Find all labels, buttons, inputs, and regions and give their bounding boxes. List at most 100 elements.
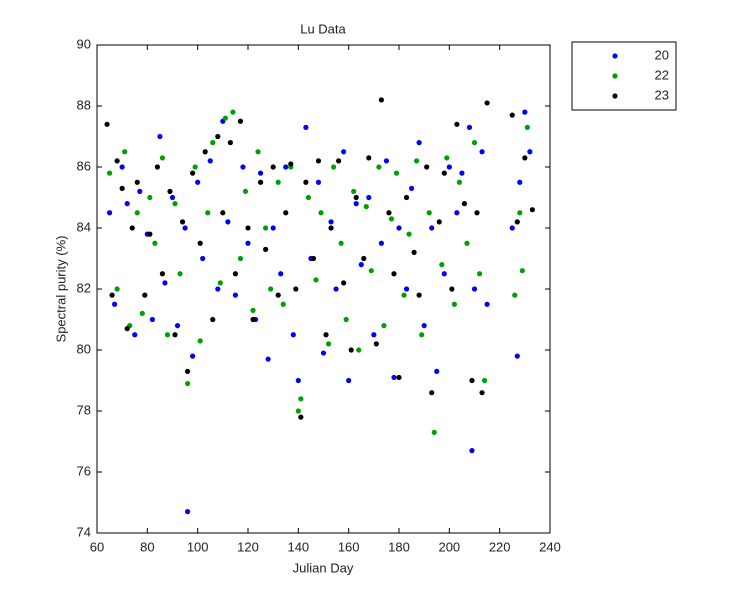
data-point: [303, 179, 309, 185]
data-point: [471, 286, 478, 292]
data-point: [401, 292, 407, 298]
data-point: [275, 179, 281, 185]
y-axis-label: Spectral purity (%): [53, 236, 68, 343]
data-point: [408, 185, 415, 191]
legend-label: 23: [655, 87, 669, 102]
data-point: [479, 149, 485, 155]
data-point: [484, 100, 490, 106]
data-point: [386, 210, 392, 216]
marks: [104, 97, 535, 515]
data-point: [328, 219, 334, 225]
legend-label: 22: [655, 67, 669, 82]
data-point: [132, 332, 138, 338]
data-point: [142, 292, 148, 298]
data-point: [421, 323, 427, 329]
data-point: [403, 194, 410, 201]
data-point: [426, 210, 432, 216]
y-tick-label: 76: [77, 463, 91, 478]
data-point: [411, 249, 417, 255]
x-tick-label: 100: [187, 539, 209, 554]
data-point: [315, 158, 322, 164]
data-point: [361, 255, 367, 262]
data-point: [383, 158, 390, 164]
data-point: [358, 262, 364, 268]
data-point: [481, 377, 488, 384]
legend-marker: [612, 93, 618, 99]
data-point: [414, 158, 420, 164]
data-point: [315, 179, 322, 185]
data-point: [240, 164, 246, 170]
data-point: [237, 118, 244, 124]
data-point: [174, 323, 181, 329]
data-point: [263, 225, 269, 231]
data-point: [469, 377, 475, 384]
data-point: [182, 225, 188, 231]
data-point: [293, 286, 299, 292]
data-point: [419, 332, 425, 338]
plot-frame: [96, 44, 551, 534]
data-point: [169, 194, 176, 201]
data-point: [393, 170, 400, 176]
x-tick-label: 160: [338, 539, 360, 554]
data-point: [456, 179, 462, 185]
data-point: [388, 216, 395, 222]
data-point: [164, 332, 171, 338]
data-point: [290, 332, 296, 338]
data-point: [139, 310, 145, 316]
data-point: [190, 170, 196, 176]
y-tick-label: 78: [77, 402, 91, 417]
data-point: [298, 396, 304, 402]
data-point: [159, 271, 166, 277]
y-tick-label: 86: [77, 158, 91, 173]
data-point: [295, 377, 301, 384]
data-point: [461, 201, 468, 207]
data-point: [441, 271, 447, 277]
y-tick-label: 88: [77, 97, 91, 112]
data-point: [514, 219, 520, 225]
data-point: [159, 155, 166, 161]
data-point: [527, 149, 533, 155]
data-point: [195, 179, 201, 185]
data-point: [283, 164, 289, 170]
data-point: [446, 164, 452, 170]
data-point: [441, 170, 447, 176]
data-point: [343, 316, 349, 323]
data-point: [310, 255, 317, 262]
data-point: [177, 271, 183, 277]
data-point: [391, 271, 397, 277]
data-point: [464, 240, 470, 246]
data-point: [275, 292, 281, 298]
data-point: [124, 201, 130, 207]
data-point: [147, 194, 153, 201]
data-point: [323, 332, 329, 338]
data-point: [346, 377, 352, 384]
data-point: [396, 374, 402, 381]
data-point: [356, 347, 362, 353]
data-point: [524, 124, 530, 130]
data-point: [353, 201, 359, 207]
data-point: [185, 380, 191, 387]
data-point: [190, 353, 196, 359]
data-point: [200, 255, 206, 262]
data-point: [172, 201, 178, 207]
x-tick-label: 80: [140, 539, 154, 554]
x-tick-label: 60: [90, 539, 104, 554]
data-point: [129, 225, 135, 231]
data-point: [217, 280, 223, 286]
data-point: [396, 225, 402, 231]
data-point: [371, 332, 377, 338]
data-point: [522, 155, 528, 161]
data-point: [469, 448, 475, 454]
y-tick-label: 80: [77, 341, 91, 356]
data-point: [303, 124, 309, 130]
y-tick-label: 90: [77, 36, 91, 51]
data-point: [305, 194, 311, 201]
y-tick-label: 82: [77, 280, 91, 295]
data-point: [202, 149, 208, 155]
data-point: [210, 140, 216, 146]
data-point: [474, 210, 480, 216]
data-point: [119, 185, 125, 191]
data-point: [378, 97, 384, 103]
data-point: [376, 164, 382, 170]
